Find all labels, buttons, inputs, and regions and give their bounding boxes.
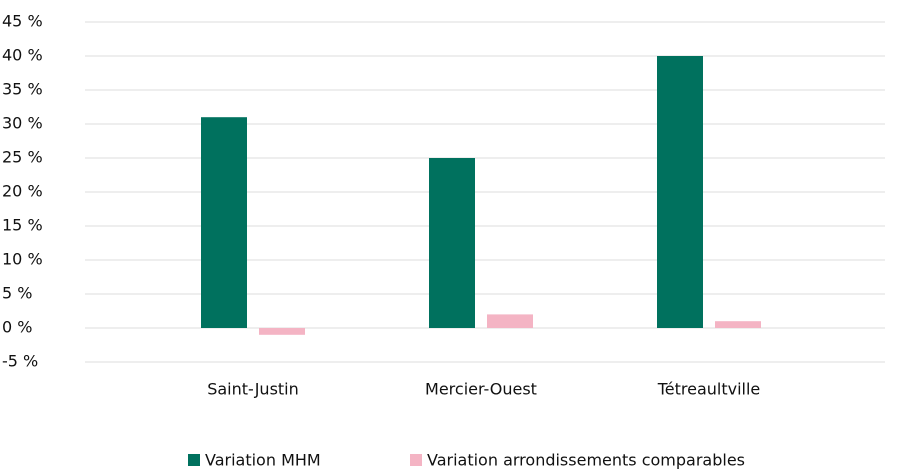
- bar: [657, 56, 703, 328]
- y-tick-label: 45 %: [2, 12, 43, 31]
- legend-label: Variation MHM: [205, 451, 321, 469]
- legend-swatch: [410, 454, 422, 466]
- legend-swatch: [188, 454, 200, 466]
- x-tick-label: Tétreaultville: [657, 380, 761, 399]
- bar: [715, 321, 761, 328]
- y-tick-label: 35 %: [2, 80, 43, 99]
- bar: [429, 158, 475, 328]
- y-tick-label: -5 %: [2, 352, 38, 371]
- y-tick-label: 15 %: [2, 216, 43, 235]
- y-tick-label: 5 %: [2, 284, 32, 303]
- y-tick-label: 25 %: [2, 148, 43, 167]
- bar: [487, 314, 533, 328]
- legend-label: Variation arrondissements comparables: [427, 451, 745, 469]
- bar: [259, 328, 305, 335]
- y-tick-label: 40 %: [2, 46, 43, 65]
- y-tick-label: 20 %: [2, 182, 43, 201]
- x-tick-label: Saint-Justin: [207, 380, 299, 399]
- y-tick-label: 0 %: [2, 318, 32, 337]
- y-tick-label: 30 %: [2, 114, 43, 133]
- y-tick-label: 10 %: [2, 250, 43, 269]
- bar: [201, 117, 247, 328]
- x-tick-label: Mercier-Ouest: [425, 380, 537, 399]
